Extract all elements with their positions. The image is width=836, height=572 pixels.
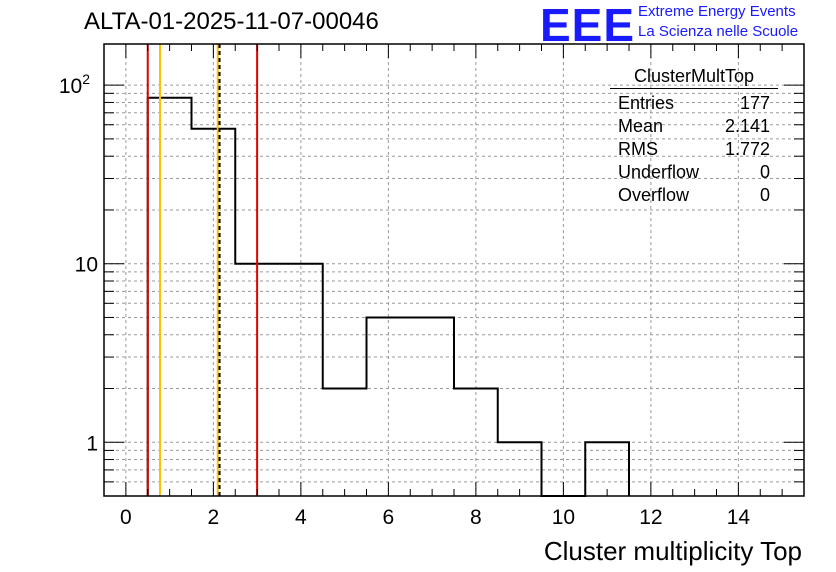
stats-label: Underflow xyxy=(618,162,700,182)
x-tick-label: 14 xyxy=(727,506,751,529)
x-tick-label: 12 xyxy=(639,506,662,529)
stats-row-overflow: Overflow 0 xyxy=(610,184,778,207)
y-tick-exponent: 2 xyxy=(82,71,90,87)
x-tick-label: 6 xyxy=(383,506,395,529)
logo-line-2: La Scienza nelle Scuole xyxy=(638,23,799,40)
plot-title: ALTA-01-2025-11-07-00046 xyxy=(84,8,379,35)
stats-value: 0 xyxy=(759,162,770,182)
stats-value: 1.772 xyxy=(724,139,770,159)
stats-label: Entries xyxy=(618,93,675,113)
stats-box-title: ClusterMultTop xyxy=(610,66,778,89)
stats-label: RMS xyxy=(618,139,658,159)
x-tick-label: 2 xyxy=(208,506,220,529)
x-tick-label: 4 xyxy=(295,506,307,529)
y-tick-label: 10 xyxy=(75,254,98,277)
eee-logo: EEE xyxy=(540,0,636,51)
stats-row-underflow: Underflow 0 xyxy=(610,161,778,184)
stats-label: Overflow xyxy=(618,185,690,205)
y-tick-label: 102 xyxy=(59,71,90,98)
stats-value: 2.141 xyxy=(724,116,770,136)
stats-row-entries: Entries 177 xyxy=(610,92,778,115)
stats-row-mean: Mean 2.141 xyxy=(610,115,778,138)
stats-value: 0 xyxy=(759,185,770,205)
x-tick-label: 0 xyxy=(120,506,132,529)
y-tick-label: 1 xyxy=(86,432,98,455)
stats-box: ClusterMultTop Entries 177 Mean 2.141 RM… xyxy=(610,66,778,207)
logo-line-1: Extreme Energy Events xyxy=(638,3,796,20)
plot-area xyxy=(104,44,804,496)
x-tick-label: 10 xyxy=(552,506,575,529)
stats-value: 177 xyxy=(739,93,770,113)
stats-label: Mean xyxy=(618,116,664,136)
x-axis-label: Cluster multiplicity Top xyxy=(543,536,802,566)
x-tick-label: 8 xyxy=(470,506,482,529)
stats-row-rms: RMS 1.772 xyxy=(610,138,778,161)
